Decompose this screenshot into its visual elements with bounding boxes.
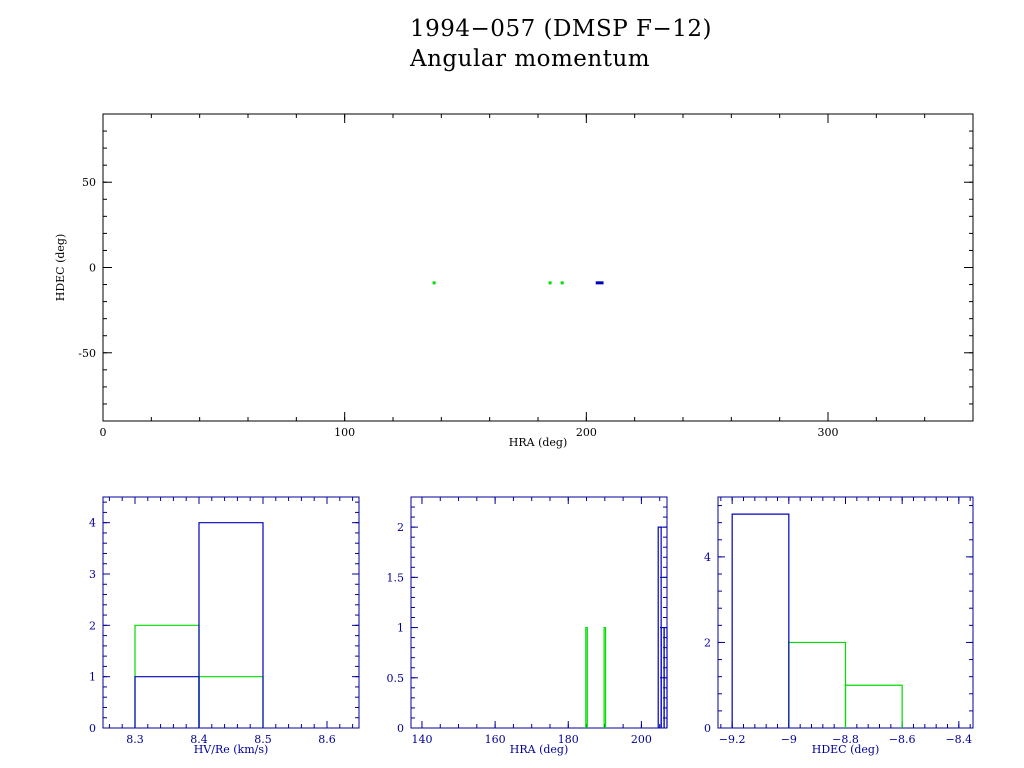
y-tick-label: 1 <box>89 671 96 684</box>
x-tick-label: 8.5 <box>254 733 272 746</box>
plot-frame <box>102 113 974 422</box>
x-tick-label: 180 <box>558 733 579 746</box>
y-tick-label: -50 <box>78 347 96 360</box>
histogram-bar <box>731 513 790 728</box>
chart-panel-4: −9.2 −9 −8.8 −8.6 −8.4 0 2 4 HDEC (deg) <box>704 496 974 756</box>
y-tick-label: 4 <box>704 551 711 564</box>
histogram-bar <box>603 626 607 728</box>
y-tick-label: 2 <box>704 636 711 649</box>
histogram-bar <box>844 684 903 728</box>
data-point <box>432 281 436 285</box>
plot-frame <box>410 496 668 729</box>
y-tick-label: 0.5 <box>387 672 405 685</box>
data-point <box>595 281 599 285</box>
histogram-bar <box>198 676 264 728</box>
chart-title: 1994−057 (DMSP F−12) <box>410 16 712 42</box>
x-tick-label: 160 <box>485 733 506 746</box>
y-tick-label: 4 <box>89 517 96 530</box>
y-tick-label: 0 <box>397 722 404 735</box>
histogram-bar <box>134 676 200 728</box>
x-tick-label: 140 <box>411 733 432 746</box>
x-tick-label: 200 <box>631 733 652 746</box>
y-tick-label: 0 <box>89 262 96 275</box>
x-tick-label: 8.6 <box>318 733 336 746</box>
x-tick-label: 100 <box>334 426 355 439</box>
y-tick-label: 0 <box>89 722 96 735</box>
y-tick-label: 2 <box>397 521 404 534</box>
data-point <box>548 281 552 285</box>
x-tick-label: −8.8 <box>832 733 859 746</box>
y-axis-label: HDEC (deg) <box>54 234 67 302</box>
y-tick-label: 2 <box>89 619 96 632</box>
x-tick-label: 0 <box>100 426 107 439</box>
y-tick-label: 0 <box>704 722 711 735</box>
histogram-bar <box>198 522 264 728</box>
chart-panel-2: 8.3 8.4 8.5 8.6 0 1 2 3 4 HV/Re (km/s) <box>89 496 360 756</box>
y-tick-label: 1.5 <box>387 571 405 584</box>
x-axis-label: HV/Re (km/s) <box>194 743 269 756</box>
x-tick-label: −8.6 <box>889 733 916 746</box>
data-point <box>598 281 602 285</box>
x-tick-label: −9 <box>781 733 797 746</box>
y-tick-label: 50 <box>82 176 96 189</box>
chart-panel-3: 140 160 180 200 0 0.5 1 1.5 2 HRA (deg) <box>387 496 668 756</box>
histogram-bar <box>663 626 668 728</box>
x-axis-label: HRA (deg) <box>510 743 569 756</box>
x-tick-label: 200 <box>576 426 597 439</box>
x-tick-label: −8.4 <box>945 733 972 746</box>
histogram-bar <box>585 626 588 728</box>
data-point <box>560 281 564 285</box>
chart-subtitle: Angular momentum <box>410 46 651 72</box>
x-axis-label: HRA (deg) <box>509 436 568 449</box>
x-axis-label: HDEC (deg) <box>812 743 880 756</box>
data-point <box>600 281 604 285</box>
chart-panel-1: 0 100 200 300 -50 0 50 HRA (deg) HDEC (deg) <box>54 113 974 449</box>
x-tick-label: 8.4 <box>190 733 208 746</box>
x-tick-label: 8.3 <box>126 733 144 746</box>
histogram-bar <box>788 641 847 728</box>
plot-frame <box>102 496 360 729</box>
x-tick-label: −9.2 <box>719 733 746 746</box>
y-tick-label: 1 <box>397 622 404 635</box>
y-tick-label: 3 <box>89 568 96 581</box>
x-tick-label: 300 <box>818 426 839 439</box>
